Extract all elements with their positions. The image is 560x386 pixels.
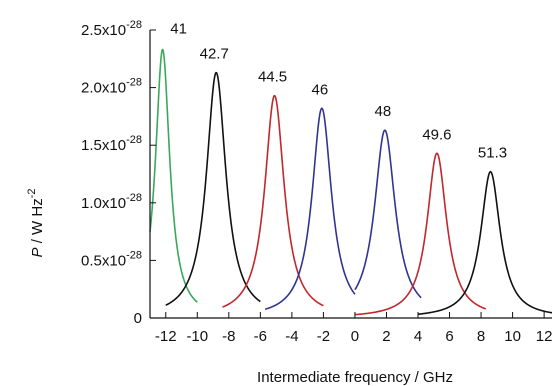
peak-label-49.6: 49.6 <box>422 126 451 143</box>
y-tick-label: 1.5x10-28 <box>81 134 142 154</box>
axes: -12 -10 -8 -6 -4 -2 0 2 4 6 8 10 1200.5x10-281.0x10-… <box>81 19 552 345</box>
series-line-42.7 <box>165 71 261 306</box>
x-tick-label: 8 <box>477 328 485 345</box>
y-tick-label: 0.5x10-28 <box>81 249 142 269</box>
peak-label-42.7: 42.7 <box>200 46 229 63</box>
x-axis-label: Intermediate frequency / GHz <box>257 369 453 386</box>
peak-labels: 41 42.7 44.5 46 48 49.6 51.3 <box>170 21 507 162</box>
series-line-48 <box>354 129 422 299</box>
series-line-41 <box>149 48 198 303</box>
x-tick-label: 10 <box>504 328 521 345</box>
peak-label-48: 48 <box>375 103 392 120</box>
y-tick-label: 2.0x10-28 <box>81 77 142 97</box>
series-line-49.6 <box>354 152 487 316</box>
peak-label-51.3: 51.3 <box>478 145 507 162</box>
series-curves <box>149 48 553 316</box>
y-tick-label: 0 <box>134 310 142 327</box>
x-tick-label: -2 <box>317 328 330 345</box>
y-axis-label: P / W Hz-2 <box>26 189 46 258</box>
peak-label-46: 46 <box>311 81 328 98</box>
x-tick-label: -6 <box>254 328 267 345</box>
x-tick-label: 6 <box>445 328 453 345</box>
x-tick-label: 2 <box>382 328 390 345</box>
peak-label-41: 41 <box>170 21 187 38</box>
x-tick-label: 12 <box>536 328 553 345</box>
series-line-46 <box>264 107 356 311</box>
x-tick-label: 4 <box>414 328 422 345</box>
y-tick-label: 2.5x10-28 <box>81 19 142 39</box>
x-tick-label: -12 <box>155 328 177 345</box>
series-line-51.3 <box>417 170 553 316</box>
y-tick-label: 1.0x10-28 <box>81 192 142 212</box>
peak-label-44.5: 44.5 <box>258 69 287 86</box>
x-tick-label: -8 <box>222 328 235 345</box>
series-line-44.5 <box>222 94 324 308</box>
x-tick-label: -10 <box>186 328 208 345</box>
x-tick-label: -4 <box>285 328 298 345</box>
x-tick-label: 0 <box>351 328 359 345</box>
